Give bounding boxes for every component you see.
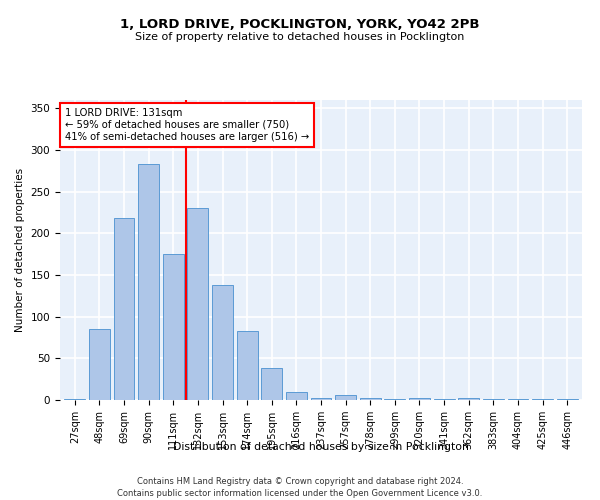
Text: 1, LORD DRIVE, POCKLINGTON, YORK, YO42 2PB: 1, LORD DRIVE, POCKLINGTON, YORK, YO42 2…	[120, 18, 480, 30]
Bar	[311, 398, 331, 400]
Bar	[335, 395, 356, 400]
Bar	[286, 392, 307, 400]
Text: 1 LORD DRIVE: 131sqm
← 59% of detached houses are smaller (750)
41% of semi-deta: 1 LORD DRIVE: 131sqm ← 59% of detached h…	[65, 108, 309, 142]
Text: Size of property relative to detached houses in Pocklington: Size of property relative to detached ho…	[136, 32, 464, 42]
Bar	[532, 399, 553, 400]
Bar	[212, 285, 233, 400]
Y-axis label: Number of detached properties: Number of detached properties	[15, 168, 25, 332]
Bar	[360, 398, 381, 400]
Bar	[483, 399, 504, 400]
Text: Contains public sector information licensed under the Open Government Licence v3: Contains public sector information licen…	[118, 489, 482, 498]
Bar	[458, 398, 479, 400]
Bar	[434, 399, 455, 400]
Bar	[187, 208, 208, 400]
Bar	[385, 399, 406, 400]
Bar	[508, 399, 529, 400]
Bar	[113, 218, 134, 400]
Bar	[163, 254, 184, 400]
Bar	[138, 164, 159, 400]
Text: Contains HM Land Registry data © Crown copyright and database right 2024.: Contains HM Land Registry data © Crown c…	[137, 478, 463, 486]
Bar	[236, 331, 257, 400]
Bar	[261, 368, 282, 400]
Bar	[409, 398, 430, 400]
Bar	[89, 329, 110, 400]
Bar	[64, 399, 85, 400]
Text: Distribution of detached houses by size in Pocklington: Distribution of detached houses by size …	[173, 442, 469, 452]
Bar	[557, 399, 578, 400]
